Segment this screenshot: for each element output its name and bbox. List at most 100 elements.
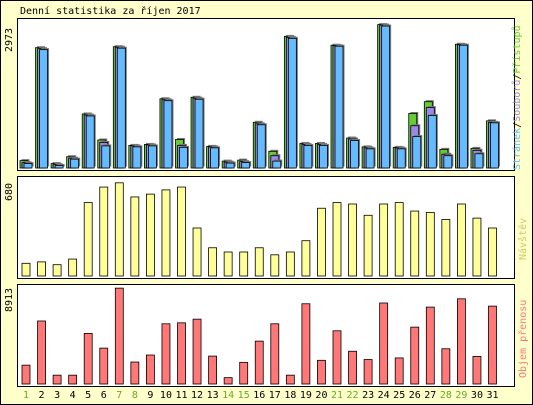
bar-Objem přenosu-day-1 — [21, 364, 31, 385]
x-tick-label-day-20: 20 — [315, 390, 327, 401]
bar-Objem přenosu-day-31 — [488, 305, 497, 385]
bar-Objem přenosu-day-28 — [441, 348, 451, 385]
x-tick-label-day-3: 3 — [54, 390, 60, 401]
bar-Objem přenosu-day-3 — [52, 374, 62, 385]
bar-Návštěv-day-1 — [21, 262, 31, 277]
bar-Stránek-day-6 — [101, 145, 111, 169]
bar-Stránek-day-15 — [241, 162, 251, 169]
bar-Objem přenosu-day-16 — [254, 340, 264, 385]
bar-Návštěv-day-6 — [99, 186, 109, 277]
bar-Stránek-day-23 — [365, 148, 375, 169]
bar-Návštěv-day-8 — [130, 196, 140, 277]
bar-Návštěv-day-4 — [68, 258, 78, 277]
panel-visits-legend: Návštěv — [517, 218, 529, 260]
x-tick-label-day-6: 6 — [101, 390, 107, 401]
x-tick-label-day-15: 15 — [238, 390, 250, 401]
bar-Objem přenosu-day-24 — [379, 302, 389, 385]
bar-Návštěv-day-14 — [223, 251, 233, 277]
bar-Stránek-day-21 — [334, 45, 344, 169]
x-tick-label-day-9: 9 — [147, 390, 153, 401]
bar-Objem přenosu-day-29 — [456, 298, 466, 385]
bar-Objem přenosu-day-23 — [363, 359, 373, 385]
panel-volume-bars — [21, 287, 497, 385]
bar-Stránek-day-3 — [54, 165, 64, 169]
bar-Stránek-day-28 — [443, 155, 453, 169]
x-tick-label-day-12: 12 — [191, 390, 203, 401]
x-tick-label-day-13: 13 — [207, 390, 219, 401]
bar-Návštěv-day-9 — [145, 193, 155, 277]
bar-Objem přenosu-day-10 — [161, 323, 171, 385]
bar-Stránek-day-2 — [39, 49, 48, 169]
bar-Objem přenosu-day-6 — [99, 347, 109, 385]
x-tick-label-day-5: 5 — [85, 390, 91, 401]
panel-volume-legend: Objem přenosu — [517, 300, 529, 378]
bar-Návštěv-day-12 — [192, 227, 202, 277]
bar-Objem přenosu-day-14 — [223, 377, 233, 385]
bar-Stránek-day-27 — [427, 115, 437, 169]
x-tick-label-day-30: 30 — [471, 390, 483, 401]
bar-Stránek-day-10 — [163, 100, 173, 169]
x-tick-label-day-1: 1 — [23, 390, 29, 401]
bar-Stránek-day-26 — [412, 136, 422, 169]
bar-Návštěv-day-31 — [488, 227, 497, 277]
bar-Návštěv-day-28 — [441, 219, 451, 277]
bar-Stránek-day-4 — [70, 158, 80, 169]
panel-volume-ymax-label: 8913 — [4, 288, 15, 312]
legend-part-2: Souborů — [511, 80, 523, 122]
bar-Návštěv-day-2 — [37, 261, 46, 277]
bar-Objem přenosu-day-5 — [83, 332, 93, 385]
bar-Objem přenosu-day-21 — [332, 330, 342, 385]
bar-Objem přenosu-day-27 — [425, 306, 435, 385]
bar-Návštěv-day-23 — [363, 214, 373, 277]
panel-visits-bars — [21, 182, 497, 277]
legend-part-4: Přístupů — [511, 25, 523, 73]
bar-Objem přenosu-day-18 — [285, 374, 295, 385]
x-tick-label-day-2: 2 — [39, 390, 45, 401]
x-tick-label-day-26: 26 — [409, 390, 421, 401]
bar-Návštěv-day-20 — [317, 207, 326, 277]
x-tick-label-day-25: 25 — [393, 390, 405, 401]
bar-Objem přenosu-day-22 — [348, 350, 357, 385]
bar-Stránek-day-31 — [490, 122, 499, 169]
bar-Návštěv-day-24 — [379, 203, 389, 277]
bar-Návštěv-day-16 — [254, 247, 264, 277]
bar-Objem přenosu-day-25 — [394, 357, 404, 385]
bar-Objem přenosu-day-30 — [472, 356, 482, 385]
x-tick-label-day-17: 17 — [269, 390, 281, 401]
bar-Stránek-day-20 — [319, 145, 328, 169]
x-tick-label-day-16: 16 — [253, 390, 265, 401]
bar-Stránek-day-1 — [23, 163, 33, 169]
bar-Objem přenosu-day-13 — [208, 355, 218, 385]
bar-Objem přenosu-day-17 — [270, 323, 280, 385]
bar-Návštěv-day-19 — [301, 240, 311, 277]
bar-Objem přenosu-day-15 — [239, 361, 249, 385]
bar-Návštěv-day-13 — [208, 247, 218, 277]
bar-Návštěv-day-15 — [239, 251, 249, 277]
x-tick-label-day-29: 29 — [455, 390, 467, 401]
bar-Návštěv-day-7 — [114, 182, 124, 277]
bar-Stránek-day-11 — [179, 146, 188, 169]
x-tick-label-day-8: 8 — [132, 390, 138, 401]
bar-Objem přenosu-day-11 — [177, 322, 186, 385]
bar-Objem přenosu-day-2 — [37, 320, 46, 385]
bar-Objem přenosu-day-19 — [301, 303, 311, 385]
x-tick-label-day-11: 11 — [175, 390, 187, 401]
bar-Stránek-day-7 — [116, 47, 126, 169]
bar-Objem přenosu-day-9 — [145, 354, 155, 385]
bar-Stránek-day-5 — [85, 115, 95, 169]
panel-visits-ymax-label: 680 — [4, 183, 15, 201]
x-tick-label-day-27: 27 — [424, 390, 436, 401]
bar-Návštěv-day-22 — [348, 203, 357, 277]
x-tick-label-day-22: 22 — [347, 390, 359, 401]
bar-Stránek-day-29 — [458, 44, 468, 169]
x-tick-label-day-28: 28 — [440, 390, 452, 401]
chart-title: Denní statistika za říjen 2017 — [20, 5, 201, 17]
x-tick-label-day-21: 21 — [331, 390, 343, 401]
bar-Stránek-day-24 — [381, 25, 391, 169]
bar-Stránek-day-9 — [147, 145, 157, 169]
bar-Stránek-day-19 — [303, 145, 313, 169]
bar-Objem přenosu-day-20 — [317, 359, 326, 385]
bar-Návštěv-day-11 — [177, 186, 186, 277]
bar-Stránek-day-18 — [287, 37, 297, 169]
